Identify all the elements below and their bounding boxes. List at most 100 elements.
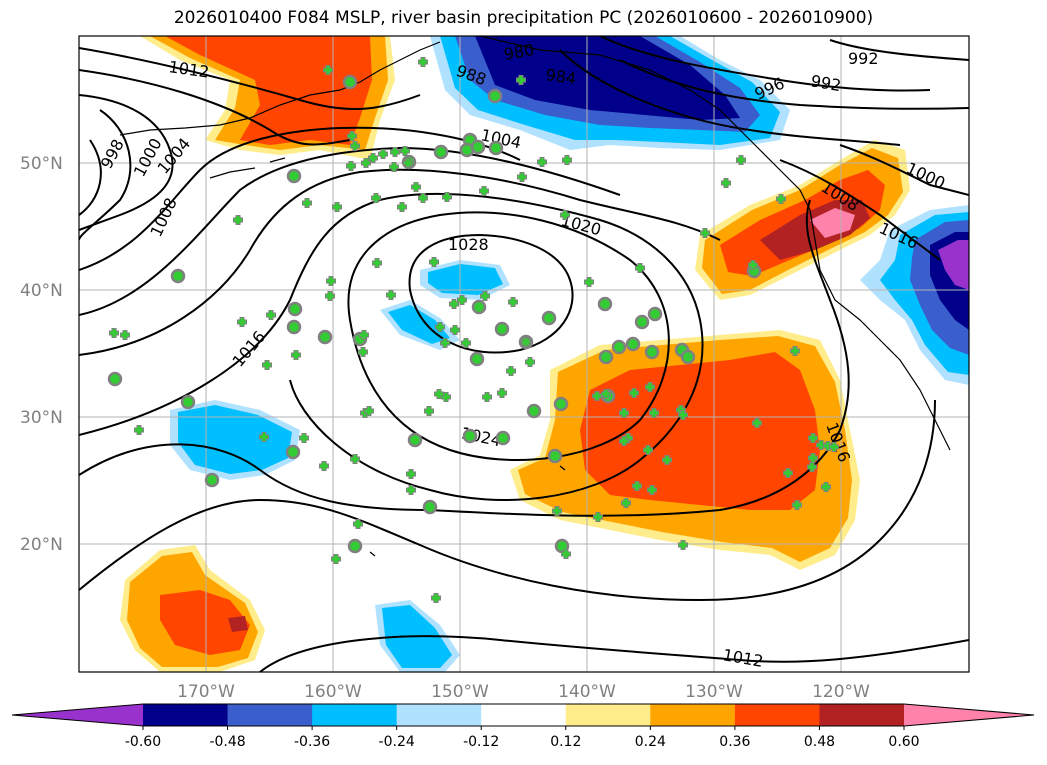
colorbar-segment <box>734 704 820 726</box>
basin-marker-plus <box>353 519 363 529</box>
basin-marker-plus <box>776 194 786 204</box>
basin-marker-circle <box>433 144 449 160</box>
basin-marker-plus <box>457 295 467 305</box>
basin-marker-plus <box>347 131 357 141</box>
basin-marker-circle <box>625 336 641 352</box>
isobar-label: 984 <box>544 65 577 88</box>
basin-marker-plus <box>521 337 531 347</box>
basin-marker-plus <box>516 75 526 85</box>
longitude-labels: 170°W 160°W 150°W 140°W 130°W 120°W <box>177 682 870 702</box>
basin-marker-plus <box>584 277 594 287</box>
basin-marker-plus <box>807 462 817 472</box>
basin-marker-plus <box>721 178 731 188</box>
basin-marker-plus <box>259 432 269 442</box>
lon-label: 120°W <box>812 682 870 702</box>
basin-markers <box>107 57 839 603</box>
basin-marker-circle <box>407 432 423 448</box>
basin-marker-plus <box>647 485 657 495</box>
basin-marker-circle <box>488 140 504 156</box>
basin-marker-plus <box>748 260 758 270</box>
basin-marker-plus <box>434 389 444 399</box>
basin-marker-plus <box>461 338 471 348</box>
basin-marker-plus <box>678 410 688 420</box>
basin-marker-plus <box>441 392 451 402</box>
basin-marker-circle <box>286 319 302 335</box>
basin-marker-plus <box>299 433 309 443</box>
basin-marker-circle <box>107 371 123 387</box>
colorbar-segment <box>650 704 736 726</box>
isobar-label: 992 <box>848 49 879 68</box>
colorbar-segment <box>565 704 651 726</box>
basin-marker-plus <box>403 158 413 168</box>
lat-label: 30°N <box>20 408 63 428</box>
lon-label: 140°W <box>558 682 616 702</box>
basin-marker-plus <box>390 147 400 157</box>
basin-marker-plus <box>592 391 602 401</box>
basin-marker-plus <box>262 360 272 370</box>
basin-marker-plus <box>372 258 382 268</box>
colorbar-tick-label: -0.60 <box>125 734 161 750</box>
basin-marker-circle <box>342 74 358 90</box>
basin-marker-circle <box>469 351 485 367</box>
colorbar-tick-label: 0.48 <box>804 734 835 750</box>
graticule <box>79 36 969 672</box>
basin-marker-plus <box>678 540 688 550</box>
lon-label: 130°W <box>685 682 743 702</box>
basin-marker-plus <box>662 455 672 465</box>
basin-marker-plus <box>829 442 839 452</box>
colorbar-tick-label: -0.48 <box>209 734 245 750</box>
basin-marker-circle <box>170 268 186 284</box>
basin-marker-plus <box>371 193 381 203</box>
basin-marker-circle <box>494 321 510 337</box>
colorbar-segment <box>481 704 567 726</box>
basin-marker-plus <box>621 498 631 508</box>
colorbar-segment <box>227 704 313 726</box>
basin-marker-plus <box>506 366 516 376</box>
basin-marker-plus <box>359 330 369 340</box>
basin-marker-plus <box>790 346 800 356</box>
basin-marker-plus <box>364 406 374 416</box>
lat-label: 40°N <box>20 281 63 301</box>
colorbar-tick-label: -0.24 <box>379 734 415 750</box>
basin-marker-plus <box>406 469 416 479</box>
basin-marker-circle <box>598 349 614 365</box>
basin-marker-plus <box>411 182 421 192</box>
colorbar-extend-right <box>904 704 1034 726</box>
basin-marker-plus <box>346 161 356 171</box>
map-title: 2026010400 F084 MSLP, river basin precip… <box>173 8 874 28</box>
basin-marker-circle <box>680 349 696 365</box>
isobar-label: 1028 <box>448 235 489 254</box>
basin-marker-plus <box>358 347 368 357</box>
colorbar-tick-label: 0.24 <box>635 734 666 750</box>
basin-marker-plus <box>480 291 490 301</box>
basin-marker-plus <box>560 210 570 220</box>
colorbar-segment <box>396 704 482 726</box>
basin-marker-plus <box>482 392 492 402</box>
basin-marker-plus <box>429 257 439 267</box>
basin-marker-plus <box>233 215 243 225</box>
basin-marker-circle <box>470 139 486 155</box>
basin-marker-plus <box>386 290 396 300</box>
colorbar-tick-label: -0.36 <box>294 734 330 750</box>
basin-marker-plus <box>418 193 428 203</box>
basin-marker-circle <box>317 329 333 345</box>
basin-marker-circle <box>347 538 363 554</box>
basin-marker-plus <box>134 425 144 435</box>
basin-marker-circle <box>611 339 627 355</box>
basin-marker-plus <box>368 153 378 163</box>
basin-marker-plus <box>325 291 335 301</box>
lon-label: 150°W <box>431 682 489 702</box>
basin-marker-plus <box>619 436 629 446</box>
basin-marker-plus <box>418 57 428 67</box>
basin-marker-plus <box>736 155 746 165</box>
basin-marker-circle <box>471 299 487 315</box>
precip-shading <box>120 36 969 672</box>
basin-marker-plus <box>517 172 527 182</box>
basin-marker-plus <box>552 506 562 516</box>
basin-marker-plus <box>537 157 547 167</box>
basin-marker-plus <box>120 330 130 340</box>
basin-marker-plus <box>109 328 119 338</box>
basin-marker-circle <box>526 403 542 419</box>
basin-marker-plus <box>752 418 762 428</box>
